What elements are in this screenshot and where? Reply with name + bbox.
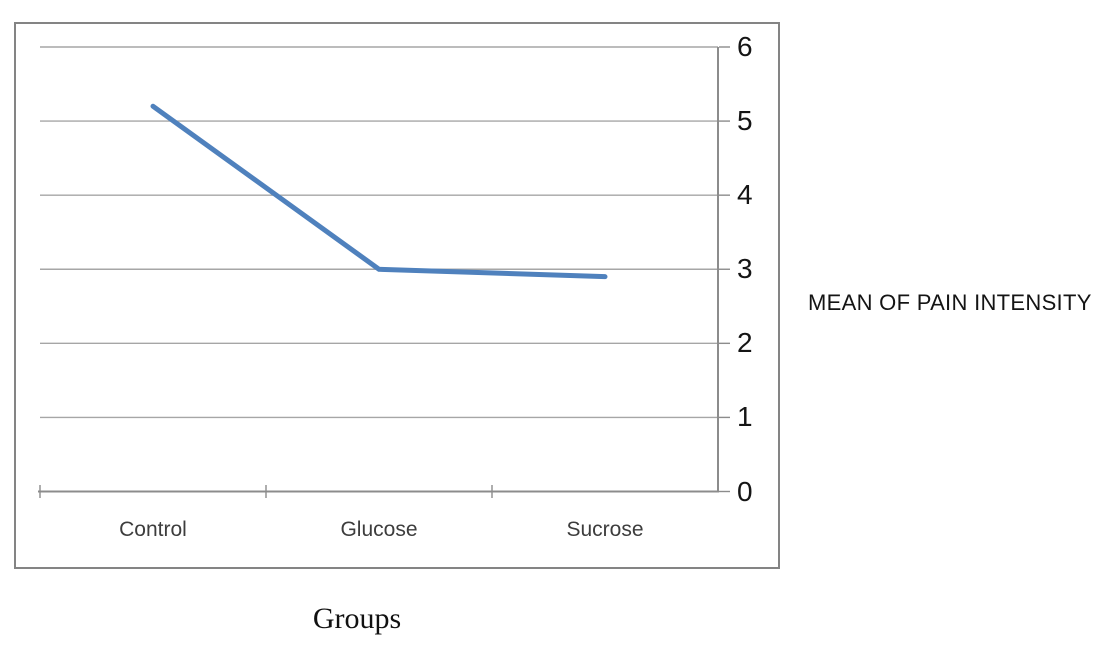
series-line bbox=[150, 103, 608, 280]
x-axis-title: Groups bbox=[312, 602, 402, 635]
y-tick-label: 2 bbox=[737, 327, 753, 359]
x-axis-label: Sucrose bbox=[566, 518, 644, 541]
y-tick-label: 0 bbox=[737, 475, 753, 507]
y-tick-label: 4 bbox=[737, 179, 753, 211]
y-axis-title: MEAN OF PAIN INTENSITY bbox=[808, 290, 1092, 315]
x-axis-label: Glucose bbox=[340, 518, 418, 541]
y-tick-label: 3 bbox=[737, 253, 753, 285]
y-tick-label: 1 bbox=[737, 401, 753, 433]
chart-frame bbox=[14, 22, 780, 569]
x-axis-label: Control bbox=[119, 518, 187, 541]
y-tick-label: 6 bbox=[737, 31, 753, 62]
y-tick-label: 5 bbox=[737, 105, 753, 137]
